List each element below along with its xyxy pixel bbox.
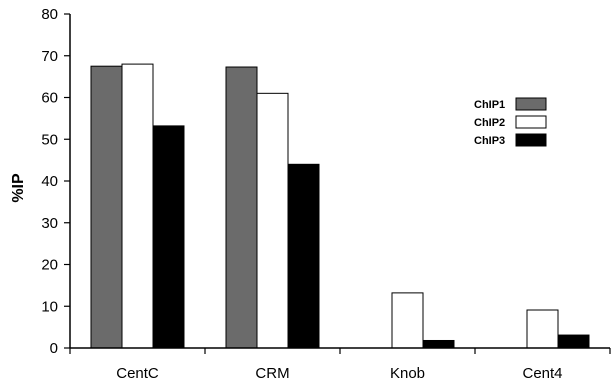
legend-label-chip2: ChIP2: [474, 117, 505, 129]
bar-chip3-cent4: [557, 334, 590, 349]
bar-chip2-knob: [391, 292, 424, 349]
bar-chip2-centc: [121, 63, 154, 349]
bar-chip1-centc: [90, 65, 123, 349]
y-tick-label-30: 30: [41, 215, 58, 232]
bar-chip3-knob: [422, 339, 455, 349]
y-tick-label-80: 80: [41, 6, 58, 23]
y-tick-label-20: 20: [41, 257, 58, 274]
x-tick-label-crm: CRM: [255, 365, 289, 382]
legend-label-chip1: ChIP1: [474, 99, 505, 111]
x-tick-label-centc: CentC: [116, 365, 159, 382]
bar-chip3-crm: [287, 163, 320, 349]
y-tick-label-0: 0: [50, 340, 58, 357]
legend: ChIP1 ChIP2 ChIP3: [474, 97, 547, 147]
legend-swatch-chip2: [515, 115, 547, 129]
legend-swatch-chip3: [515, 133, 547, 147]
bars-group: [90, 63, 590, 349]
bar-chip2-cent4: [526, 309, 559, 349]
y-axis-label: %IP: [10, 173, 27, 203]
y-tick-label-40: 40: [41, 173, 58, 190]
legend-swatch-chip1: [515, 97, 547, 111]
bar-chip1-crm: [225, 66, 258, 349]
x-tick-label-cent4: Cent4: [522, 365, 562, 382]
y-tick-label-50: 50: [41, 131, 58, 148]
bar-chip3-centc: [152, 125, 185, 349]
bar-chip2-crm: [256, 92, 289, 349]
y-tick-label-70: 70: [41, 48, 58, 65]
axes-group: CentC CRM Knob Cent4 0 10 20 30 40 50 60 70 80: [41, 6, 611, 382]
x-tick-label-knob: Knob: [390, 365, 425, 382]
y-tick-label-60: 60: [41, 90, 58, 107]
legend-label-chip3: ChIP3: [474, 135, 505, 147]
y-tick-label-10: 10: [41, 298, 58, 315]
